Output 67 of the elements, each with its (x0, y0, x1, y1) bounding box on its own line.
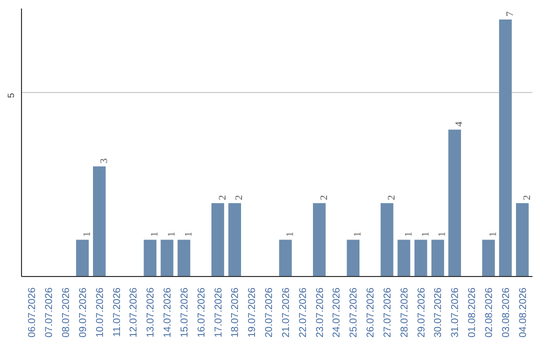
x-tick-label: 03.08.2026 (500, 287, 512, 338)
x-tick-label: 20.07.2026 (264, 287, 276, 338)
bar (346, 240, 360, 276)
x-tick-label: 04.08.2026 (518, 287, 529, 338)
x-tick-label: 30.07.2026 (433, 287, 444, 338)
data-label: 1 (403, 232, 414, 237)
x-tick-label: 26.07.2026 (366, 287, 377, 338)
data-label: 1 (183, 232, 194, 237)
x-tick-label: 06.07.2026 (27, 287, 38, 338)
bar (92, 166, 106, 276)
data-label: 1 (82, 232, 93, 237)
bar (448, 130, 462, 276)
data-label: 1 (352, 232, 364, 237)
x-tick-label: 10.07.2026 (94, 287, 106, 338)
data-label: 3 (98, 158, 110, 164)
bar (516, 203, 529, 276)
x-tick-label: 18.07.2026 (230, 287, 242, 338)
x-tick-label: 09.07.2026 (78, 287, 89, 338)
x-tick-label: 01.08.2026 (467, 287, 478, 338)
data-label: 2 (386, 195, 398, 200)
data-label: 7 (504, 12, 516, 17)
x-tick-label: 16.07.2026 (196, 287, 208, 338)
bar (211, 203, 224, 276)
x-tick-label: 19.07.2026 (247, 287, 258, 338)
data-label: 1 (437, 232, 448, 237)
data-label: 1 (166, 232, 178, 237)
data-label: 1 (150, 232, 161, 237)
bar (431, 240, 444, 276)
bar (178, 240, 190, 276)
data-label: 2 (217, 195, 228, 200)
x-tick-label: 13.07.2026 (146, 287, 157, 338)
x-tick-label: 07.07.2026 (44, 287, 56, 338)
data-label: 2 (234, 195, 246, 200)
bar (144, 240, 156, 276)
y-tick-label: 5 (6, 92, 16, 98)
data-label: 4 (454, 122, 466, 127)
x-tick-label: 08.07.2026 (60, 287, 72, 338)
data-label: 2 (318, 195, 330, 200)
x-tick-label: 17.07.2026 (213, 287, 224, 338)
bar (228, 203, 242, 276)
x-tick-label: 11.07.2026 (112, 287, 123, 337)
x-tick-label: 24.07.2026 (332, 287, 343, 338)
bar (279, 240, 292, 276)
bar (499, 20, 512, 276)
x-tick-label: 27.07.2026 (382, 287, 394, 338)
bar (380, 203, 394, 276)
bar (160, 240, 174, 276)
x-tick-label: 25.07.2026 (348, 287, 360, 338)
data-label: 1 (284, 232, 296, 237)
x-tick-label: 14.07.2026 (162, 287, 174, 338)
bar (312, 203, 326, 276)
x-tick-label: 02.08.2026 (484, 287, 496, 338)
bar (414, 240, 428, 276)
bar (398, 240, 410, 276)
bar (482, 240, 495, 276)
data-label: 1 (420, 232, 432, 237)
x-tick-label: 29.07.2026 (416, 287, 428, 338)
data-label: 1 (488, 232, 500, 237)
x-tick-label: 15.07.2026 (179, 287, 190, 338)
bar (76, 240, 89, 276)
x-tick-label: 31.07.2026 (450, 287, 462, 338)
x-tick-label: 22.07.2026 (298, 287, 309, 338)
x-tick-label: 21.07.2026 (280, 287, 292, 338)
x-tick-label: 12.07.2026 (128, 287, 140, 338)
x-tick-label: 23.07.2026 (314, 287, 326, 338)
x-tick-label: 28.07.2026 (399, 287, 410, 338)
data-label: 2 (522, 195, 533, 200)
